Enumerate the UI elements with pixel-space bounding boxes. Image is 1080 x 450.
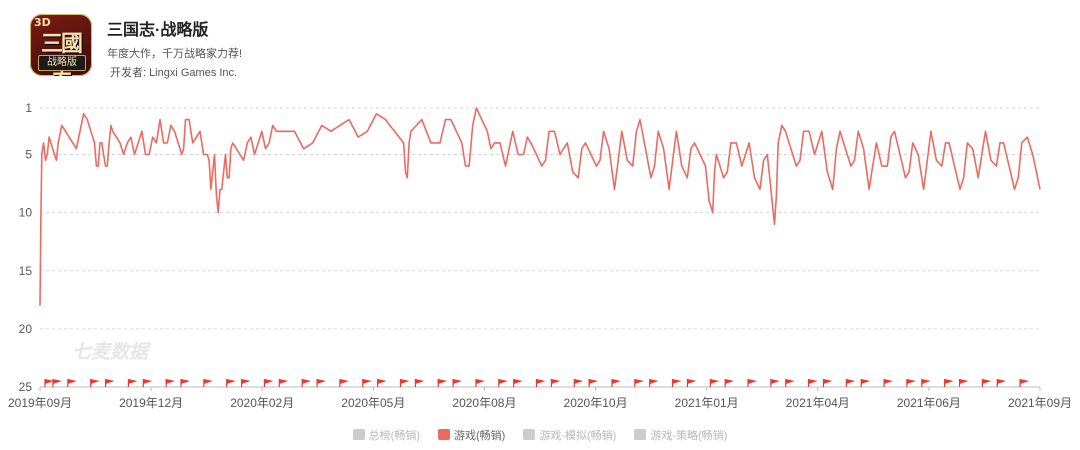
event-flag-icon[interactable] <box>944 379 954 387</box>
event-flag-icon[interactable] <box>747 379 758 387</box>
event-flag-icon[interactable] <box>709 379 720 387</box>
chart-legend: 总榜(畅销) 游戏(畅销) 游戏-模拟(畅销) 游戏-策略(畅销) <box>0 427 1080 443</box>
event-flag-icon[interactable] <box>44 379 54 387</box>
legend-swatch <box>352 429 365 440</box>
event-flag-icon[interactable] <box>226 379 236 387</box>
y-tick-label: 20 <box>19 322 33 336</box>
event-flag-icon[interactable] <box>241 379 251 387</box>
event-flag-icon[interactable] <box>634 379 644 387</box>
event-flag-icon[interactable] <box>90 379 100 387</box>
developer-name: Lingxi Games Inc. <box>149 67 238 79</box>
app-developer: 开发者: Lingxi Games Inc. <box>107 64 237 80</box>
x-tick-label: 2021年06月 <box>897 396 961 410</box>
event-flag-icon[interactable] <box>513 379 523 387</box>
event-flag-icon[interactable] <box>808 379 818 387</box>
event-flag-icon[interactable] <box>362 379 372 387</box>
app-title: 三国志·战略版 <box>107 22 209 39</box>
event-flag-icon[interactable] <box>180 379 191 387</box>
y-tick-label: 1 <box>25 101 32 115</box>
event-flag-icon[interactable] <box>845 379 856 387</box>
legend-item[interactable]: 游戏-模拟(畅销) <box>523 427 616 443</box>
event-flag-icon[interactable] <box>52 379 62 387</box>
event-flag-icon[interactable] <box>498 379 508 387</box>
event-flag-icon[interactable] <box>921 379 931 387</box>
event-flag-icon[interactable] <box>822 379 833 387</box>
x-axis: 2019年09月 2019年12月 2020年02月 2020年05月 2020年08月… <box>8 387 1072 410</box>
event-flag-icon[interactable] <box>165 379 176 387</box>
event-flag-icon[interactable] <box>67 379 77 387</box>
x-tick-label: 2020年08月 <box>452 396 516 410</box>
event-flag-icon[interactable] <box>611 379 621 387</box>
event-flag-icon[interactable] <box>142 379 153 387</box>
legend-swatch <box>438 429 450 440</box>
event-flag-icon[interactable] <box>724 379 735 387</box>
event-flag-icon[interactable] <box>550 379 561 387</box>
event-flag-icon[interactable] <box>475 379 485 387</box>
legend-label: 游戏-策略(畅销) <box>650 430 728 442</box>
app-tagline: 年度大作，千万战略家力荐! <box>107 48 243 60</box>
x-tick-label: 2019年12月 <box>119 396 183 410</box>
x-tick-label: 2021年01月 <box>675 396 739 410</box>
x-tick-label: 2021年09月 <box>1008 396 1072 410</box>
event-flag-icon[interactable] <box>316 379 327 387</box>
event-flag-icon[interactable] <box>452 379 463 387</box>
x-tick-label: 2019年09月 <box>8 396 72 410</box>
event-flag-icon[interactable] <box>437 379 448 387</box>
app-icon: 3D 三國志 战略版 <box>30 14 92 76</box>
event-flag-icon[interactable] <box>263 379 274 387</box>
event-flag-icon[interactable] <box>535 379 546 387</box>
x-tick-label: 2020年02月 <box>230 396 294 410</box>
event-flag-icon[interactable] <box>203 379 213 387</box>
event-flag-icon[interactable] <box>860 379 871 387</box>
app-icon-banner: 战略版 <box>38 55 86 71</box>
event-flag-icon[interactable] <box>770 379 780 387</box>
legend-label: 游戏-模拟(畅销) <box>539 430 617 442</box>
developer-label: 开发者: <box>110 67 147 79</box>
y-tick-label: 25 <box>19 380 33 394</box>
series-line-游戏畅销[interactable] <box>39 107 1041 306</box>
event-flag-icon[interactable] <box>671 379 682 387</box>
legend-label: 游戏(畅销) <box>454 430 506 442</box>
legend-item[interactable]: 总榜(畅销) <box>352 427 420 443</box>
legend-swatch <box>523 429 536 440</box>
event-flag-icon[interactable] <box>414 379 425 387</box>
event-flag-icon[interactable] <box>573 379 584 387</box>
event-flag-icon[interactable] <box>104 379 115 387</box>
legend-item[interactable]: 游戏(畅销) <box>438 427 505 443</box>
x-tick-label: 2020年10月 <box>564 396 628 410</box>
event-flag-icon[interactable] <box>996 379 1007 387</box>
event-flag-icon[interactable] <box>883 379 894 387</box>
event-markers <box>44 379 1030 387</box>
event-flag-icon[interactable] <box>1019 379 1030 387</box>
app-icon-badge: 3D <box>34 16 51 29</box>
event-flag-icon[interactable] <box>958 379 969 387</box>
chart-line-layer <box>39 107 1041 306</box>
event-flag-icon[interactable] <box>127 379 138 387</box>
event-flag-icon[interactable] <box>785 379 795 387</box>
event-flag-icon[interactable] <box>377 379 387 387</box>
legend-swatch <box>634 429 647 440</box>
x-tick-label: 2021年04月 <box>786 396 850 410</box>
event-flag-icon[interactable] <box>649 379 659 387</box>
event-flag-icon[interactable] <box>981 379 992 387</box>
y-tick-label: 5 <box>25 148 32 162</box>
x-tick-label: 2020年05月 <box>341 396 405 410</box>
legend-item[interactable]: 游戏-策略(畅销) <box>634 427 727 443</box>
event-flag-icon[interactable] <box>399 379 410 387</box>
legend-label: 总榜(畅销) <box>368 430 420 442</box>
y-tick-label: 15 <box>19 264 33 278</box>
event-flag-icon[interactable] <box>301 379 312 387</box>
event-flag-icon[interactable] <box>278 379 289 387</box>
event-flag-icon[interactable] <box>686 379 697 387</box>
watermark: 七麦数据 <box>72 341 151 363</box>
y-tick-label: 10 <box>19 206 33 220</box>
event-flag-icon[interactable] <box>339 379 349 387</box>
event-flag-icon[interactable] <box>906 379 916 387</box>
event-flag-icon[interactable] <box>588 379 599 387</box>
